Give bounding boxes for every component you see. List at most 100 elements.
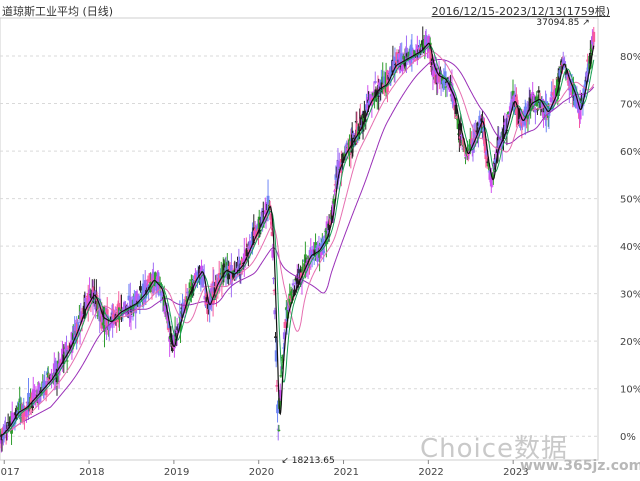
high-annotation: 37094.85 ↗ xyxy=(536,18,589,28)
candle-body xyxy=(477,135,480,138)
candle-body xyxy=(76,322,80,324)
candle-body xyxy=(447,80,450,83)
candle-body xyxy=(10,427,13,434)
candle-body xyxy=(232,272,235,278)
candle-body xyxy=(282,332,286,340)
candle-body xyxy=(31,402,34,409)
candle-body xyxy=(433,76,437,78)
candle-body xyxy=(363,113,367,115)
candle-body xyxy=(274,336,277,338)
candle-body xyxy=(294,281,298,284)
candle-body xyxy=(143,280,147,292)
candle-body xyxy=(445,82,449,87)
candle-body xyxy=(314,242,317,251)
candle-body xyxy=(504,125,507,135)
candle-body xyxy=(211,281,215,305)
candle-body xyxy=(451,99,455,105)
candle-body xyxy=(283,321,287,329)
candle-body xyxy=(213,294,216,298)
candle-body xyxy=(446,77,450,80)
candle-body xyxy=(44,388,48,396)
candle-body xyxy=(233,269,237,274)
candle-body xyxy=(425,42,429,45)
ma-line-short xyxy=(0,42,595,437)
candle-body xyxy=(29,398,33,406)
candle-body xyxy=(65,360,69,362)
candle-body xyxy=(319,243,323,247)
candle-body xyxy=(184,297,188,310)
candle-body xyxy=(506,112,510,115)
candle-body xyxy=(457,123,461,140)
candle-body xyxy=(483,131,486,145)
candle-body xyxy=(291,283,295,286)
candle-body xyxy=(274,350,278,362)
candle-body xyxy=(403,60,407,67)
watermark-url: www.365jz.com xyxy=(520,458,640,474)
candle-body xyxy=(192,281,196,284)
candle-body xyxy=(489,176,493,187)
candle-body xyxy=(170,346,174,352)
candle-body xyxy=(198,266,201,277)
candle-body xyxy=(361,113,365,132)
candle-body xyxy=(400,53,404,63)
candle-body xyxy=(286,305,290,311)
candle-body xyxy=(172,334,176,349)
candle-body xyxy=(382,76,386,83)
candle-body xyxy=(237,260,241,268)
ma-line-longer xyxy=(0,59,595,437)
x-tick-label: 2021 xyxy=(334,467,359,478)
candle-body xyxy=(31,389,35,401)
candle-body xyxy=(149,282,153,293)
y-tick-label: 60% xyxy=(620,147,640,158)
candle-body xyxy=(325,221,329,228)
candle-body xyxy=(272,278,275,280)
candle-body xyxy=(558,70,562,77)
candle-body xyxy=(257,216,261,230)
candle-body xyxy=(463,147,467,152)
candle-body xyxy=(488,172,492,180)
candle-body xyxy=(367,100,371,105)
candle-body xyxy=(305,262,309,272)
candle-body xyxy=(525,108,529,114)
candle-body xyxy=(528,97,532,110)
candle-body xyxy=(394,60,398,63)
candle-body xyxy=(507,114,511,117)
candle-body xyxy=(119,307,123,309)
candle-body xyxy=(398,53,402,71)
candle-body xyxy=(559,66,562,68)
candle-body xyxy=(320,248,324,255)
candle-body xyxy=(448,87,452,91)
candle-body xyxy=(153,272,157,287)
x-tick-label: 2020 xyxy=(249,467,274,478)
candle-body xyxy=(89,302,93,304)
candle-body xyxy=(269,213,273,220)
candle-body xyxy=(525,120,528,122)
candle-body xyxy=(141,283,145,302)
candle-body xyxy=(534,109,537,113)
candle-body xyxy=(354,121,358,123)
y-tick-label: 80% xyxy=(620,52,640,63)
candle-body xyxy=(483,144,487,153)
candle-body xyxy=(137,297,141,300)
candle-body xyxy=(478,115,482,133)
candle-body xyxy=(486,161,490,164)
candle-body xyxy=(227,266,231,270)
candle-body xyxy=(258,229,262,235)
candle-body xyxy=(215,274,219,276)
candle-body xyxy=(1,428,5,434)
candle-body xyxy=(299,272,303,280)
y-tick-label: 40% xyxy=(620,242,640,253)
date-range-label[interactable]: 2016/12/15-2023/12/13(1759根) xyxy=(431,5,610,18)
candle-body xyxy=(38,386,42,402)
candle-body xyxy=(312,259,316,261)
candle-body xyxy=(373,81,377,84)
candle-body xyxy=(47,377,51,381)
candle-body xyxy=(565,69,569,75)
candle-body xyxy=(588,52,592,64)
candle-body xyxy=(517,108,521,125)
candle-body xyxy=(584,80,588,89)
candle-body xyxy=(129,316,133,318)
candle-body xyxy=(371,92,375,96)
candle-body xyxy=(344,144,348,154)
candle-body xyxy=(491,172,495,179)
